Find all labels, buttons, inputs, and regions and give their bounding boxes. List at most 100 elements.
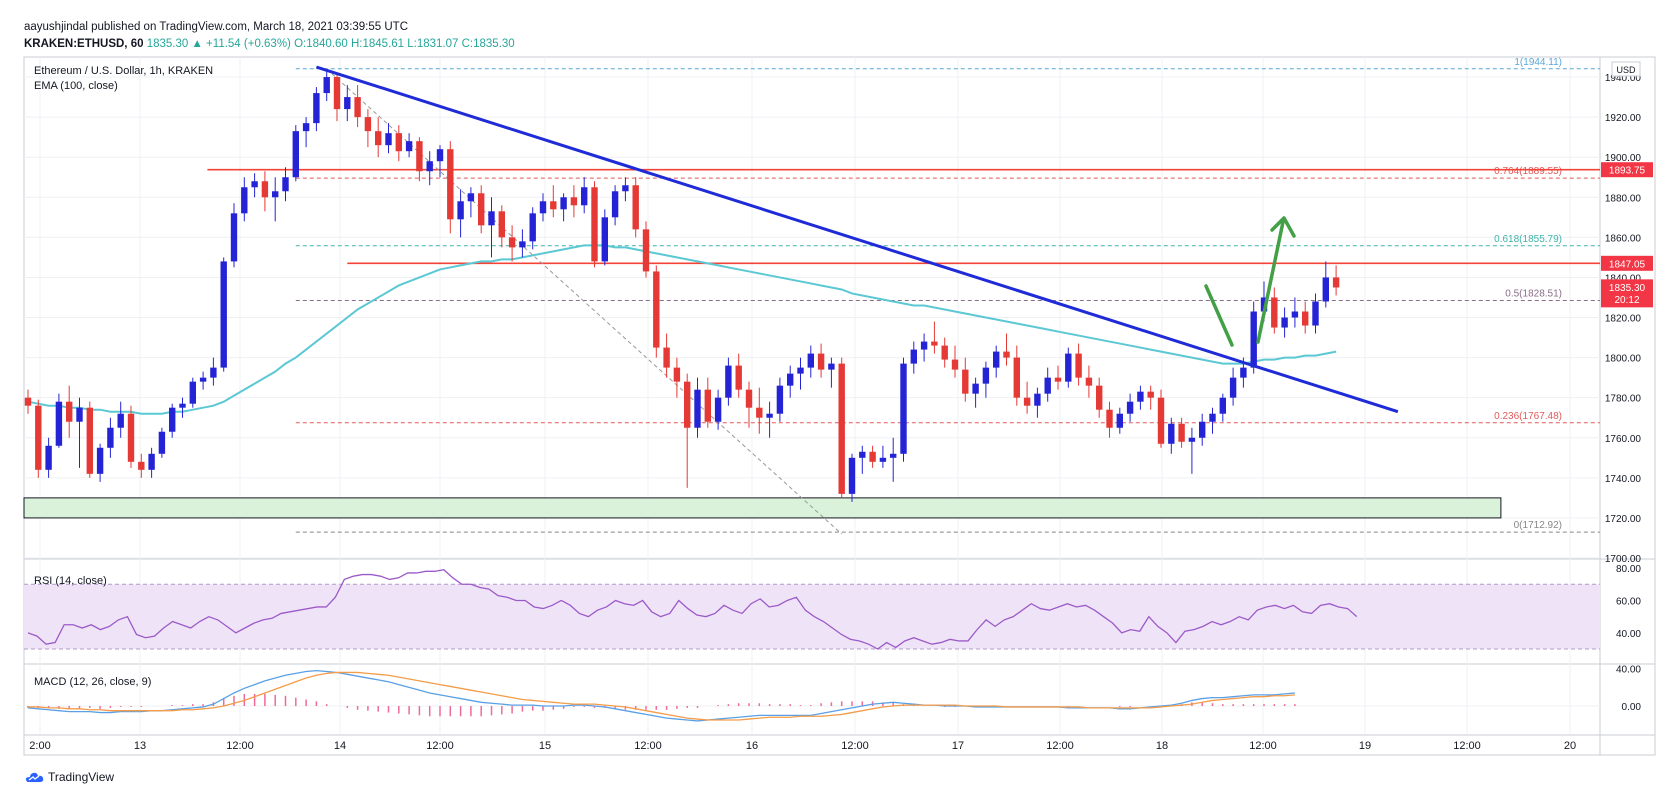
price-tag-label: 1847.05 xyxy=(1609,259,1646,270)
candle-body xyxy=(220,261,227,368)
candle-body xyxy=(261,181,269,198)
y-tick-label: 1920.00 xyxy=(1605,113,1642,124)
currency-box xyxy=(1611,61,1641,77)
candle-body xyxy=(704,389,711,422)
x-tick-label: 17 xyxy=(952,740,964,752)
candle-body xyxy=(714,397,722,422)
rsi-legend: RSI (14, close) xyxy=(34,575,107,587)
candle-body xyxy=(66,401,73,422)
candle-body xyxy=(375,131,382,146)
candle-body xyxy=(673,367,681,382)
candle-body xyxy=(1188,437,1196,442)
candle-body xyxy=(1003,351,1010,358)
candle-body xyxy=(107,427,114,448)
y-tick-label: 1720.00 xyxy=(1605,514,1642,525)
x-tick-label: 12:00 xyxy=(226,740,254,752)
candle-body xyxy=(931,341,938,346)
candle-body xyxy=(890,453,897,458)
candle-body xyxy=(199,377,207,382)
y-tick-label: 1700.00 xyxy=(1605,554,1642,565)
candle-body xyxy=(1075,353,1082,378)
candle-body xyxy=(169,407,176,432)
candle-body xyxy=(1096,385,1103,410)
candle-body xyxy=(138,461,145,470)
candle-body xyxy=(1219,397,1226,414)
candle-body xyxy=(539,201,547,214)
candle-body xyxy=(1085,377,1093,386)
candle-body xyxy=(1229,377,1237,398)
support-zone xyxy=(23,497,1502,519)
ema-legend: EMA (100, close) xyxy=(34,80,118,92)
bearish-trendline xyxy=(315,65,1399,414)
candle-body xyxy=(611,191,619,218)
candle-body xyxy=(1291,311,1299,318)
cloud-icon xyxy=(25,772,44,782)
candle-body xyxy=(230,213,238,262)
candle-body xyxy=(1250,311,1257,368)
candle-body xyxy=(405,141,413,152)
candle-body xyxy=(1157,397,1165,444)
candle-body xyxy=(766,413,773,418)
price-tag xyxy=(1601,162,1653,178)
x-tick-label: 20 xyxy=(1564,740,1576,752)
y-tick-label: 1840.00 xyxy=(1605,273,1642,284)
candle-body xyxy=(591,187,598,262)
candle-body xyxy=(848,457,856,494)
rsi-tick-label: 80.00 xyxy=(1616,564,1641,575)
price-tag-label: 1835.30 xyxy=(1609,283,1646,294)
brand-name: TradingView xyxy=(48,770,115,784)
candle-body xyxy=(1281,317,1288,328)
x-tick-label: 14 xyxy=(334,740,346,752)
y-tick-label: 1880.00 xyxy=(1605,193,1642,204)
candle-body xyxy=(1065,353,1072,382)
candle-body xyxy=(684,381,691,428)
y-tick-label: 1860.00 xyxy=(1605,233,1642,244)
candle-body xyxy=(467,193,475,202)
candle-body xyxy=(560,197,567,210)
candle-body xyxy=(694,389,701,428)
fib-label: 0.764(1889.55) xyxy=(1494,166,1562,177)
candle-body xyxy=(333,77,341,110)
arrow-down-stroke xyxy=(1204,284,1234,347)
candle-body xyxy=(1271,297,1278,328)
candle-body xyxy=(498,211,505,238)
candle-body xyxy=(550,201,557,210)
candle-body xyxy=(951,359,959,370)
candle-body xyxy=(653,271,660,348)
tradingview-logo[interactable]: TradingView xyxy=(24,770,114,784)
candle-body xyxy=(1332,277,1340,288)
candle-body xyxy=(1013,357,1020,398)
candle-body xyxy=(787,373,794,386)
candle-body xyxy=(632,185,639,230)
signal-line xyxy=(28,671,1295,721)
candle-body xyxy=(1168,423,1175,444)
candle-body xyxy=(1322,277,1329,302)
candle-body xyxy=(117,413,124,428)
candle-body xyxy=(1137,391,1144,402)
candle-body xyxy=(127,413,135,462)
candle-body xyxy=(189,381,196,404)
fib-label: 0.618(1855.79) xyxy=(1494,234,1562,245)
fib-label: 1(1944.11) xyxy=(1514,57,1562,68)
candle-body xyxy=(323,77,330,94)
candle-body xyxy=(1054,377,1062,382)
candle-body xyxy=(828,363,835,370)
x-tick-label: 13 xyxy=(134,740,146,752)
candle-body xyxy=(478,193,485,226)
main-legend: Ethereum / U.S. Dollar, 1h, KRAKEN xyxy=(34,65,214,77)
candle-body xyxy=(570,197,578,206)
candle-body xyxy=(354,97,361,118)
candle-body xyxy=(1126,401,1134,414)
price-tag xyxy=(1601,255,1653,271)
macd-tick-label: 0.00 xyxy=(1622,702,1642,713)
rsi-tick-label: 60.00 xyxy=(1616,596,1641,607)
candle-body xyxy=(282,177,289,192)
candle-body xyxy=(1209,413,1216,422)
x-tick-label: 16 xyxy=(746,740,758,752)
y-tick-label: 1740.00 xyxy=(1605,474,1642,485)
candle-body xyxy=(859,451,866,458)
x-tick-label: 12:00 xyxy=(1046,740,1074,752)
price-tag-label: 1893.75 xyxy=(1609,166,1646,177)
candle-body xyxy=(86,407,93,474)
